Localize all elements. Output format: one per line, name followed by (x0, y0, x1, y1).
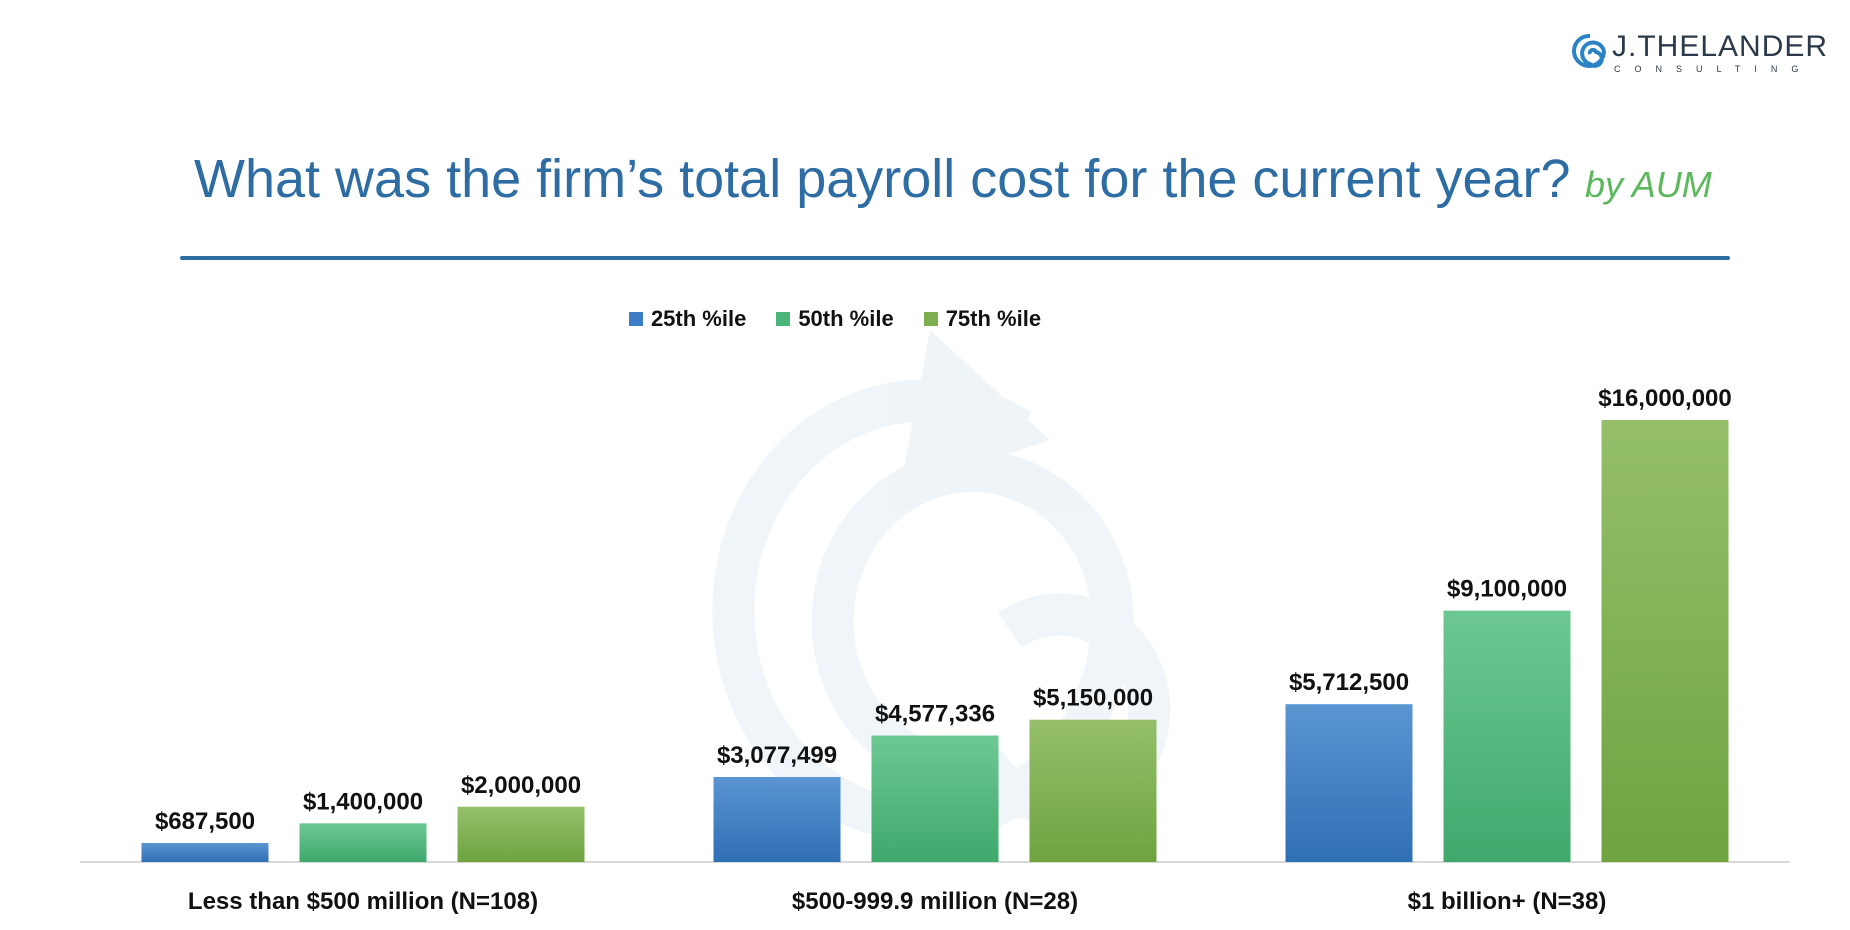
chart-title: What was the firm’s total payroll cost f… (194, 149, 1571, 209)
legend-item-p75: 75th %ile (923, 306, 1042, 332)
legend-label-p75: 75th %ile (945, 306, 1042, 331)
chart-legend: 25th %ile 50th %ile 75th %ile (0, 306, 1760, 332)
data-label-p25-1: $3,077,499 (717, 742, 837, 769)
chart-subtitle: by AUM (1585, 164, 1712, 205)
bars-group (141, 420, 1729, 862)
data-label-p50-2: $9,100,000 (1447, 576, 1567, 603)
bar-p75-0 (457, 806, 585, 862)
legend-swatch-p25 (628, 312, 643, 326)
logo-tagline: CONSULTING (1614, 64, 1813, 74)
spiral-logo-icon (1572, 33, 1607, 68)
company-logo: J.THELANDER CONSULTING (1572, 28, 1832, 80)
legend-label-p25: 25th %ile (650, 306, 747, 331)
bar-p75-1 (1029, 719, 1157, 862)
legend-swatch-p75 (923, 312, 938, 326)
legend-item-p50: 50th %ile (776, 306, 894, 332)
bar-p50-0 (299, 823, 427, 862)
data-label-p50-0: $1,400,000 (303, 788, 423, 815)
data-label-p75-1: $5,150,000 (1033, 685, 1153, 712)
legend-label-p50: 50th %ile (798, 306, 894, 331)
data-label-p25-0: $687,500 (155, 808, 255, 835)
data-label-p75-0: $2,000,000 (461, 772, 581, 799)
bar-p50-1 (871, 735, 999, 862)
bar-p50-2 (1443, 610, 1571, 862)
data-label-p25-2: $5,712,500 (1289, 669, 1409, 696)
category-label-1: $500-999.9 million (N=28) (792, 888, 1078, 915)
legend-swatch-p50 (776, 312, 791, 326)
bar-labels-group: $687,500 $1,400,000 $2,000,000 $3,077,499 $4… (155, 385, 1732, 835)
bar-p25-1 (713, 776, 841, 862)
bar-p25-2 (1285, 704, 1413, 862)
logo-name: J.THELANDER (1612, 30, 1829, 63)
data-label-p75-2: $16,000,000 (1598, 385, 1731, 412)
bar-p25-0 (141, 843, 269, 862)
title-divider (180, 256, 1730, 260)
legend-item-p25: 25th %ile (628, 306, 747, 332)
category-label-2: $1 billion+ (N=38) (1408, 888, 1607, 915)
bar-p75-2 (1601, 420, 1729, 862)
page-title: What was the firm’s total payroll cost f… (194, 148, 1712, 210)
category-label-0: Less than $500 million (N=108) (188, 888, 538, 915)
data-label-p50-1: $4,577,336 (875, 701, 995, 728)
category-labels-group: Less than $500 million (N=108) $500-999.9… (188, 888, 1606, 915)
